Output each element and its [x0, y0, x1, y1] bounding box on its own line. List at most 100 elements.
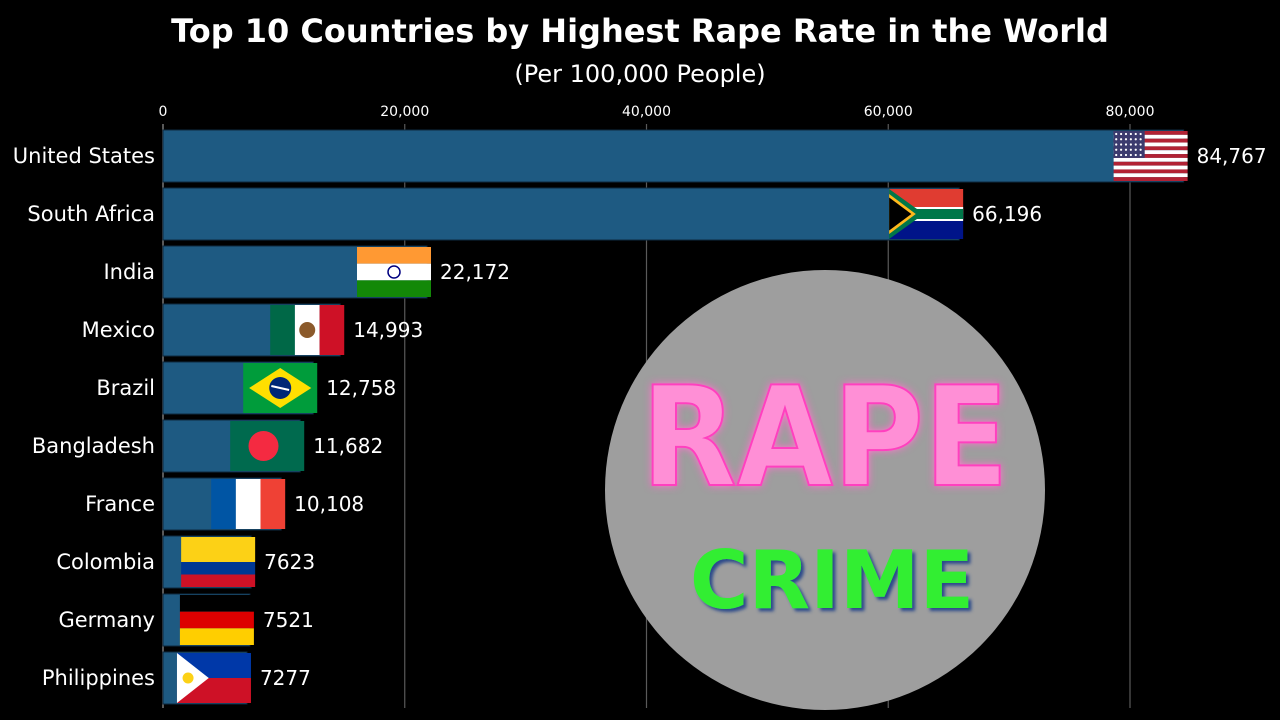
flag-star — [1139, 148, 1142, 151]
category-label: Bangladesh — [32, 434, 155, 458]
flag-banner — [271, 385, 290, 391]
flag-band — [319, 305, 345, 355]
flag-star — [1129, 148, 1132, 151]
value-label: 7277 — [260, 666, 311, 690]
x-tick-label: 80,000 — [1106, 104, 1155, 120]
value-label: 66,196 — [972, 202, 1042, 226]
x-axis: 0 20,000 40,000 60,000 80,000 — [159, 104, 1155, 120]
overlay-circle — [605, 270, 1045, 710]
chart-title: Top 10 Countries by Highest Rape Rate in… — [171, 12, 1109, 50]
flag-colombia-icon — [181, 537, 256, 587]
flag-france-icon — [211, 479, 286, 529]
value-label: 7623 — [264, 550, 315, 574]
flag-germany-icon — [179, 595, 254, 645]
value-label: 12,758 — [326, 376, 396, 400]
flag-band — [181, 562, 256, 575]
flag-mexico-icon — [270, 305, 345, 355]
flag-star — [1134, 132, 1137, 136]
bar-group: India 22,172 — [103, 245, 510, 299]
flag-band — [181, 574, 256, 587]
x-tick-label: 40,000 — [622, 104, 671, 120]
flag-band — [179, 611, 254, 629]
x-tick-label: 60,000 — [864, 104, 913, 120]
flag-star — [1124, 143, 1128, 146]
flag-band — [357, 280, 432, 297]
overlay-word-rape: RAPE — [641, 357, 1009, 518]
bar-group: Bangladesh 11,682 — [32, 419, 383, 473]
flag-band — [179, 628, 254, 645]
flag-band — [889, 209, 964, 219]
flag-band — [181, 537, 256, 562]
flag-stripe — [1113, 173, 1188, 178]
value-label: 7521 — [263, 608, 314, 632]
flag-star — [1119, 153, 1123, 157]
value-label: 10,108 — [294, 492, 364, 516]
flag-stripe — [1113, 161, 1188, 166]
flag-band — [179, 595, 254, 612]
bars: United States 84,767 South Africa 66,196 Ind… — [13, 129, 1267, 705]
bar-group: France 10,108 — [85, 477, 364, 531]
category-label: India — [103, 260, 155, 284]
category-label: United States — [13, 144, 155, 168]
flag-philippines-icon — [176, 653, 251, 703]
category-label: Mexico — [82, 318, 155, 342]
flag-star — [1124, 153, 1128, 157]
flag-bangladesh-icon — [230, 421, 305, 471]
bar-group: Brazil 12,758 — [96, 361, 396, 415]
bar-group: Colombia 7623 — [56, 535, 315, 589]
flag-stripe — [1113, 150, 1188, 155]
flag-star — [1129, 143, 1132, 146]
value-label: 84,767 — [1197, 144, 1267, 168]
overlay-word-crime: CRIME — [690, 534, 974, 627]
flag-india-icon — [357, 247, 432, 297]
bar-group: Germany 7521 — [58, 593, 314, 647]
flag-stripe — [1113, 142, 1188, 147]
flag-chakra — [387, 265, 401, 279]
flag-stripe — [1113, 154, 1188, 158]
flag-star — [1119, 148, 1123, 151]
flag-stripe — [1113, 169, 1188, 174]
overlay-badge: RAPE CRIME — [605, 270, 1045, 710]
flag-band — [270, 305, 295, 355]
flag-stripe — [1113, 146, 1188, 151]
bar — [162, 129, 1185, 183]
flag-south-africa-icon — [889, 189, 964, 239]
value-label: 11,682 — [313, 434, 383, 458]
flag-star — [1124, 148, 1128, 151]
bar-group: South Africa 66,196 — [27, 187, 1042, 241]
category-label: South Africa — [27, 202, 155, 226]
flag-usa-icon — [1113, 131, 1188, 181]
flag-star — [1115, 132, 1118, 136]
flag-stripe — [1113, 177, 1188, 181]
flag-disc — [248, 431, 279, 461]
value-label: 14,993 — [353, 318, 423, 342]
flag-star — [1139, 143, 1142, 146]
flag-stripe — [1113, 157, 1188, 162]
bar-group: United States 84,767 — [13, 129, 1267, 183]
flag-stripe — [1113, 138, 1188, 143]
flag-star — [1115, 138, 1118, 141]
flag-stripe — [1113, 131, 1188, 135]
flag-star — [1139, 153, 1142, 157]
flag-band — [357, 263, 432, 281]
flag-star — [1119, 138, 1123, 141]
bar-group: Mexico 14,993 — [82, 303, 423, 357]
flag-star — [1119, 132, 1123, 136]
flag-star — [1139, 138, 1142, 141]
flag-star — [1124, 132, 1128, 136]
flag-star — [1134, 138, 1137, 141]
flag-star — [1139, 132, 1142, 136]
flag-star — [1129, 132, 1132, 136]
category-label: Brazil — [96, 376, 155, 400]
flag-band — [211, 479, 236, 529]
flag-star — [1134, 143, 1137, 146]
flag-band — [235, 479, 261, 529]
flag-star — [1115, 148, 1118, 151]
flag-star — [1134, 148, 1137, 151]
value-label: 22,172 — [440, 260, 510, 284]
x-tick-label: 0 — [159, 104, 168, 120]
flag-emblem — [299, 322, 316, 338]
flag-canton — [1113, 131, 1145, 158]
flag-star — [1119, 143, 1123, 146]
flag-brazil-icon — [243, 363, 318, 413]
